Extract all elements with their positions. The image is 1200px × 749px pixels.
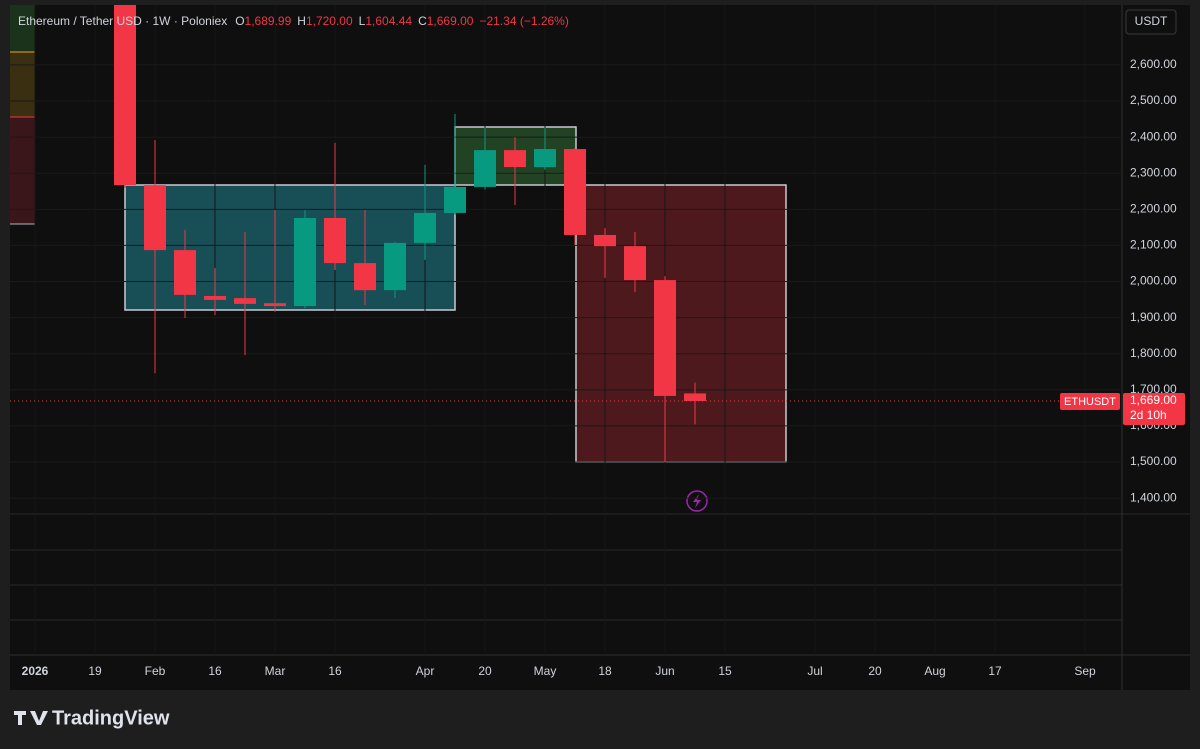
price-tag [1123, 393, 1185, 426]
candle-body [534, 149, 556, 168]
logo-mark [14, 711, 48, 725]
x-tick-label: May [534, 664, 557, 678]
y-tick-label: 1,400.00 [1130, 490, 1177, 504]
y-tick-label: 1,500.00 [1130, 454, 1177, 468]
x-tick-label: 18 [598, 664, 612, 678]
event-icon-bolt [693, 494, 701, 508]
x-tick-label: 20 [868, 664, 882, 678]
x-tick-label: Feb [145, 664, 166, 678]
legend-value: 1,669.00 [427, 14, 474, 28]
x-tick-label: 16 [208, 664, 222, 678]
candle-body [264, 303, 286, 307]
y-tick-label: 2,000.00 [1130, 274, 1177, 288]
x-tick-label: Aug [924, 664, 945, 678]
candle-body [474, 150, 496, 187]
x-tick-label: Mar [265, 664, 286, 678]
candle-body [444, 186, 466, 213]
zone-block [10, 117, 35, 224]
legend-header: Ethereum / Tether USD · 1W · Poloniex O1,… [18, 14, 569, 28]
chart-area [10, 5, 1190, 690]
x-tick-label: 19 [88, 664, 102, 678]
candle-body [144, 185, 166, 251]
x-tick-label: Apr [416, 664, 435, 678]
x-tick-label: Jun [655, 664, 674, 678]
range-box [575, 184, 787, 463]
event-icon[interactable] [686, 490, 708, 512]
y-tick-label: 1,700.00 [1130, 382, 1177, 396]
legend-value: 1,604.44 [365, 14, 412, 28]
y-tick-label: 2,400.00 [1130, 129, 1177, 143]
x-tick-label: 2026 [22, 664, 49, 678]
x-tick-label: 15 [718, 664, 732, 678]
legend-change: −21.34 (−1.26%) [479, 14, 568, 28]
candle-body [294, 217, 316, 307]
brand-name: TradingView [52, 707, 170, 729]
x-tick-label: Sep [1074, 664, 1096, 678]
chart-title: Ethereum / Tether USD · 1W · Poloniex [18, 14, 227, 28]
legend-value: 1,720.00 [306, 14, 353, 28]
candle-body [564, 149, 586, 235]
candle-body [624, 246, 646, 281]
candle-body [174, 250, 196, 295]
legend-key: O [235, 14, 244, 28]
zone-block [10, 52, 35, 117]
zone-block [10, 5, 35, 52]
last-price-label: 1,669.00 [1130, 393, 1177, 407]
y-tick-label: 1,800.00 [1130, 346, 1177, 360]
candle-body [684, 393, 706, 402]
x-tick-label: 20 [478, 664, 492, 678]
y-tick-label: 2,200.00 [1130, 201, 1177, 215]
symbol-label: ETHUSDT [1064, 396, 1116, 408]
y-tick-label: 2,300.00 [1130, 165, 1177, 179]
legend-value: 1,689.99 [245, 14, 292, 28]
candle-body [414, 212, 436, 243]
legend-key: L [359, 14, 366, 28]
legend-key: H [297, 14, 306, 28]
x-tick-label: Jul [807, 664, 822, 678]
candle-body [114, 5, 136, 186]
y-tick-label: 2,100.00 [1130, 238, 1177, 252]
candle-body [594, 234, 616, 247]
countdown-label: 2d 10h [1130, 408, 1167, 422]
y-tick-label: 2,500.00 [1130, 93, 1177, 107]
candle-body [234, 298, 256, 304]
x-tick-label: 17 [988, 664, 1002, 678]
currency-label: USDT [1135, 14, 1168, 28]
candle-body [504, 150, 526, 168]
symbol-tag [1060, 393, 1120, 411]
candle-body [654, 280, 676, 396]
candle-body [204, 295, 226, 300]
currency-button[interactable] [1125, 9, 1177, 35]
legend-key: C [418, 14, 427, 28]
y-tick-label: 1,900.00 [1130, 310, 1177, 324]
candle-body [384, 242, 406, 291]
candle-body [324, 217, 346, 264]
x-tick-label: 16 [328, 664, 342, 678]
candles [114, 5, 706, 463]
y-tick-label: 2,600.00 [1130, 57, 1177, 71]
candle-body [354, 263, 376, 291]
